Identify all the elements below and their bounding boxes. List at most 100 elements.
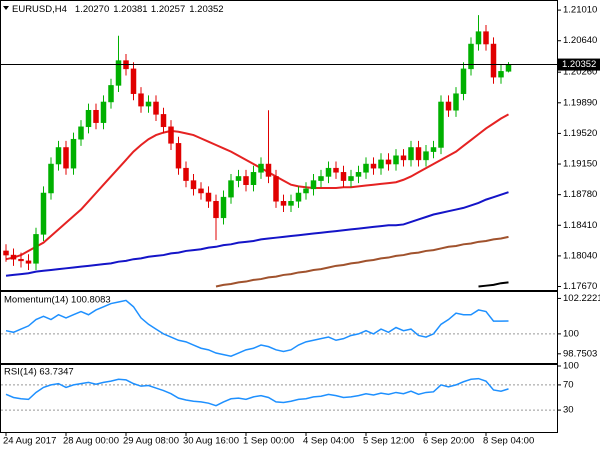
x-tick-label: 29 Aug 08:00: [123, 436, 179, 447]
candle-body: [25, 260, 32, 264]
y-tick-label: 30: [563, 405, 574, 416]
candle-body: [310, 180, 317, 190]
ohlc-label: 1.20257: [151, 4, 185, 15]
ohlc-label: 1.20381: [113, 4, 147, 15]
candle-body: [153, 101, 159, 115]
candle-body: [138, 93, 144, 107]
candle-body: [213, 201, 219, 219]
candle-body: [18, 258, 24, 262]
candle-body: [85, 109, 92, 128]
indicator-line: [5, 299, 509, 357]
x-tick-label: 5 Sep 12:00: [363, 436, 414, 447]
candle-body: [55, 147, 62, 165]
candle-body: [205, 192, 212, 202]
y-tick-label: 100: [563, 361, 579, 372]
y-tick-label: 1.19150: [563, 159, 597, 170]
candle-body: [280, 201, 287, 206]
ohlc-label: 1.20270: [75, 4, 109, 15]
y-tick-label: 1.20640: [563, 35, 597, 46]
candle-body: [363, 163, 369, 173]
indicator-lines: [5, 113, 509, 288]
y-tick-label: 1.18780: [563, 189, 597, 200]
pane-title: RSI(14) 63.7347: [4, 367, 74, 378]
candle-body: [453, 93, 459, 111]
candle-body: [100, 101, 107, 123]
candle-body: [445, 101, 452, 111]
candle-body: [288, 201, 294, 206]
candle-body: [505, 64, 512, 72]
y-tick-label: 102.2221: [563, 293, 600, 304]
y-tick-label: 1.20260: [563, 67, 597, 78]
candle-body: [10, 254, 17, 260]
candle-body: [303, 188, 309, 194]
candle-body: [340, 172, 347, 181]
y-tick-label: 1.21010: [563, 5, 597, 16]
candle-body: [130, 68, 137, 94]
candle-body: [378, 159, 384, 169]
y-tick-label: 1.17670: [563, 281, 597, 292]
candle-body: [483, 31, 489, 45]
plot-layer: 1.21010 1.20640 1.20260 1.19890 1.19520 1.191…: [1, 4, 600, 447]
candle-body: [115, 60, 122, 86]
candle-body: [168, 126, 174, 144]
title-arrow: [3, 6, 9, 10]
moving-average: [5, 113, 509, 261]
moving-average: [478, 281, 509, 288]
y-tick-label: 98.7503: [563, 348, 597, 359]
candle-body: [93, 109, 99, 123]
candle-body: [160, 114, 167, 128]
candle-body: [78, 126, 84, 140]
pane-title: EURUSD,H4 1.20270 1.20381 1.20257 1.20352: [12, 4, 224, 15]
candle-body: [175, 143, 182, 169]
symbol: EURUSD,H4: [12, 4, 67, 15]
y-tick-label: 1.18410: [563, 220, 597, 231]
x-tick-label: 8 Sep 04:00: [483, 436, 534, 447]
x-tick-label: 6 Sep 20:00: [423, 436, 474, 447]
x-tick-label: 30 Aug 16:00: [183, 436, 239, 447]
pane-title: Momentum(14) 100.8083: [4, 295, 111, 306]
rsi-pane-border: [0, 364, 558, 433]
momentum-pane-border: [0, 291, 558, 364]
candle-body: [468, 43, 474, 70]
candle-body: [190, 180, 197, 190]
moving-average: [5, 191, 509, 277]
candle-body: [325, 167, 332, 177]
candle-body: [3, 250, 9, 256]
candle-body: [235, 176, 242, 181]
candle-body: [498, 71, 504, 78]
candle-body: [370, 163, 377, 169]
candle-body: [348, 176, 354, 181]
candle-body: [220, 196, 227, 219]
y-tick-label: 1.19520: [563, 128, 597, 139]
candle-body: [438, 101, 444, 148]
last-price-label: 1.20352: [562, 59, 596, 70]
last-price-tag: [558, 58, 600, 71]
candle-body: [423, 151, 429, 161]
y-tick-label: 1.19890: [563, 97, 597, 108]
candle-body: [70, 138, 77, 169]
y-tick-label: 100: [563, 328, 579, 339]
candle-body: [250, 172, 257, 185]
candle-body: [265, 163, 272, 177]
y-tick-label: 70: [563, 379, 574, 390]
candle-body: [475, 31, 482, 45]
x-tick-label: 28 Aug 00:00: [63, 436, 119, 447]
candle-body: [355, 172, 362, 177]
x-tick-label: 4 Sep 04:00: [303, 436, 354, 447]
candle-body: [295, 192, 302, 202]
candle-body: [408, 147, 414, 161]
candle-body: [198, 188, 204, 194]
candle-body: [63, 147, 69, 169]
candle-body: [48, 163, 54, 194]
y-tick-label: 1.18040: [563, 250, 597, 261]
candle-body: [243, 176, 249, 185]
ohlc-label: 1.20352: [189, 4, 223, 15]
candle-body: [145, 101, 152, 107]
candle-body: [33, 234, 39, 264]
x-tick-label: 1 Sep 00:00: [243, 436, 294, 447]
x-tick-label: 24 Aug 2017: [3, 436, 56, 447]
indicator-line: [5, 377, 509, 407]
candle-body: [228, 180, 234, 198]
candle-body: [40, 192, 47, 235]
candle-body: [258, 163, 264, 173]
